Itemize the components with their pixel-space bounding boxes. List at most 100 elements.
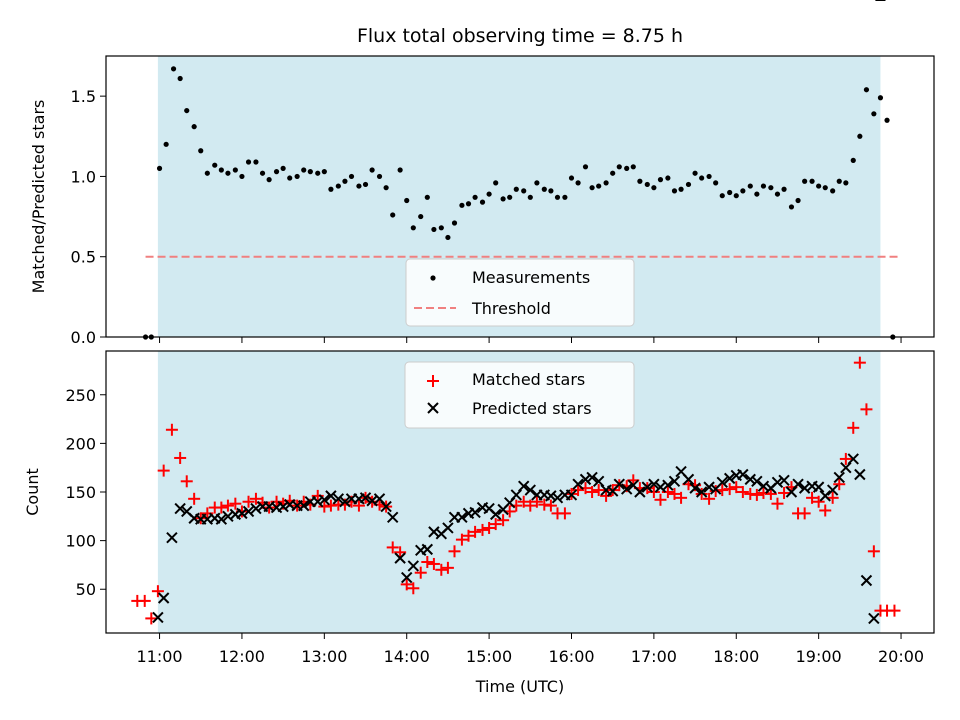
matched-star-point bbox=[586, 486, 599, 498]
measurement-point bbox=[177, 75, 183, 82]
matched-star-point bbox=[242, 495, 255, 508]
measurement-point bbox=[348, 173, 355, 180]
matched-star-point bbox=[600, 489, 613, 502]
predicted-star-point bbox=[215, 513, 228, 525]
matched-star-point bbox=[695, 487, 708, 500]
measurement-point bbox=[781, 186, 787, 192]
matched-star-point bbox=[165, 423, 178, 436]
measurement-point bbox=[809, 178, 815, 184]
predicted-star-point bbox=[716, 476, 728, 488]
measurement-point bbox=[554, 194, 561, 200]
measurement-point bbox=[774, 191, 781, 197]
predicted-star-point bbox=[442, 522, 454, 534]
measurement-point bbox=[727, 189, 733, 196]
predicted-star-point bbox=[682, 473, 695, 486]
measurement-point bbox=[507, 194, 513, 200]
matched-star-point bbox=[703, 492, 716, 505]
measurement-point bbox=[259, 170, 266, 176]
measurement-point bbox=[582, 164, 589, 170]
measurement-point bbox=[493, 180, 499, 186]
matched-star-point bbox=[400, 578, 413, 591]
measurement-point bbox=[397, 167, 403, 173]
measurement-point bbox=[356, 183, 362, 189]
measurement-point bbox=[376, 173, 383, 180]
measurement-point bbox=[212, 162, 218, 168]
measurement-point bbox=[596, 183, 602, 189]
y-tick-label: 0.5 bbox=[71, 248, 96, 267]
predicted-star-point bbox=[174, 502, 186, 515]
measurement-point bbox=[850, 157, 856, 163]
matched-star-point bbox=[839, 452, 852, 465]
x-tick-label: 17:00 bbox=[631, 647, 677, 666]
measurement-point bbox=[266, 177, 272, 183]
matched-star-point bbox=[157, 464, 170, 477]
matched-star-point bbox=[806, 491, 819, 504]
measurement-point bbox=[857, 133, 863, 139]
matched-star-point bbox=[812, 495, 825, 508]
legend-measurements-label: Measurements bbox=[472, 268, 590, 287]
measurement-point bbox=[410, 225, 416, 231]
measurement-point bbox=[253, 159, 259, 165]
predicted-star-point bbox=[359, 492, 372, 504]
measurement-point bbox=[768, 185, 774, 191]
predicted-star-point bbox=[242, 505, 255, 518]
measurement-point bbox=[170, 66, 177, 72]
measurement-point bbox=[671, 188, 678, 194]
measurement-point bbox=[294, 173, 300, 180]
measurement-point bbox=[521, 188, 527, 194]
legend-predicted-marker bbox=[427, 402, 439, 414]
matched-star-point bbox=[592, 484, 605, 497]
predicted-star-point bbox=[641, 481, 653, 493]
matched-star-point bbox=[736, 486, 749, 498]
predicted-star-point bbox=[325, 490, 337, 502]
predicted-star-point bbox=[469, 506, 481, 519]
matched-star-point bbox=[145, 612, 158, 625]
measurement-point bbox=[390, 212, 396, 218]
y-tick-label: 150 bbox=[65, 483, 96, 502]
measurement-point bbox=[665, 175, 671, 181]
measurement-point bbox=[383, 185, 389, 191]
matched-star-point bbox=[517, 495, 530, 508]
predicted-star-point bbox=[826, 484, 839, 496]
matched-star-point bbox=[151, 585, 164, 598]
measurement-point bbox=[589, 185, 595, 191]
y-tick-label: 0.0 bbox=[71, 328, 96, 347]
legend-threshold-label: Threshold bbox=[471, 299, 551, 318]
count-legend-box bbox=[404, 361, 635, 429]
matched-star-point bbox=[427, 557, 440, 570]
measurement-point bbox=[321, 169, 327, 175]
measurement-point bbox=[369, 167, 375, 173]
x-tick-label: 12:00 bbox=[219, 647, 265, 666]
measurement-point bbox=[287, 175, 293, 181]
predicted-star-point bbox=[792, 478, 804, 490]
predicted-star-point bbox=[819, 490, 831, 502]
predicted-star-point bbox=[744, 473, 756, 486]
measurement-point bbox=[335, 183, 341, 189]
count-y-axis-ticks: 50 100 150 200 250 bbox=[65, 386, 106, 599]
predicted-star-points bbox=[152, 0, 886, 625]
matched-star-point bbox=[867, 545, 880, 558]
y-tick-label: 200 bbox=[65, 434, 96, 453]
measurement-point bbox=[871, 111, 877, 117]
measurement-point bbox=[465, 201, 472, 207]
predicted-star-point bbox=[737, 468, 749, 481]
measurement-point bbox=[245, 159, 252, 165]
matched-star-point bbox=[647, 486, 660, 498]
measurement-point bbox=[204, 170, 210, 176]
measurement-point bbox=[459, 202, 465, 208]
predicted-star-point bbox=[401, 571, 413, 584]
matched-star-point bbox=[180, 475, 193, 488]
measurement-point bbox=[301, 167, 307, 173]
predicted-star-point bbox=[586, 471, 598, 484]
matched-star-point bbox=[723, 483, 736, 496]
x-tick-label: 18:00 bbox=[713, 647, 759, 666]
predicted-star-point bbox=[689, 482, 701, 494]
measurement-point bbox=[603, 180, 609, 186]
measurement-point bbox=[307, 169, 313, 175]
predicted-star-point bbox=[407, 560, 420, 572]
y-tick-label: 50 bbox=[76, 580, 96, 599]
measurement-point bbox=[431, 226, 437, 233]
predicted-star-point bbox=[695, 486, 708, 498]
matched-star-point bbox=[853, 356, 866, 369]
measurement-point bbox=[863, 87, 870, 93]
